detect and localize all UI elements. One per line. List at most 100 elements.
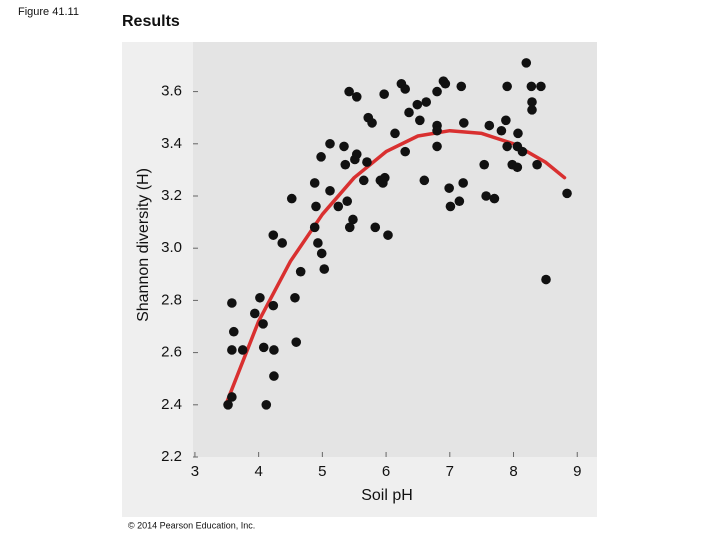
y-axis-label: Shannon diversity (H) xyxy=(135,168,152,322)
point xyxy=(445,201,456,212)
point xyxy=(383,230,393,240)
point xyxy=(512,162,523,173)
point xyxy=(454,196,465,207)
point xyxy=(440,78,451,89)
point xyxy=(541,274,551,285)
point xyxy=(501,115,511,126)
point xyxy=(351,92,362,102)
point xyxy=(325,138,335,149)
point xyxy=(261,399,272,410)
figure-label: Figure 41.11 xyxy=(18,6,79,18)
point xyxy=(309,222,320,233)
point xyxy=(258,319,268,329)
point xyxy=(521,58,532,68)
point xyxy=(444,183,454,193)
y-tick-label: 3.0 xyxy=(161,239,182,256)
point xyxy=(227,345,237,355)
chart-title: Results xyxy=(122,13,180,30)
point xyxy=(421,97,432,107)
point xyxy=(291,337,302,347)
copyright: © 2014 Pearson Education, Inc. xyxy=(128,520,255,530)
point xyxy=(458,178,468,188)
y-tick-label: 3.2 xyxy=(161,187,182,204)
point xyxy=(432,141,442,152)
point xyxy=(459,118,469,128)
point xyxy=(250,308,260,319)
point xyxy=(390,128,400,139)
point xyxy=(415,115,425,126)
point xyxy=(432,86,442,97)
x-tick-label: 7 xyxy=(446,463,454,480)
plot-area xyxy=(193,42,597,457)
point xyxy=(380,172,390,183)
point xyxy=(527,97,537,107)
point xyxy=(400,146,410,157)
point xyxy=(237,345,248,355)
point xyxy=(339,141,349,152)
x-tick-label: 9 xyxy=(573,463,581,480)
point xyxy=(412,99,423,110)
point xyxy=(351,149,362,160)
point xyxy=(309,178,320,188)
y-tick-label: 3.4 xyxy=(161,135,182,152)
point xyxy=(348,214,358,225)
point xyxy=(536,81,546,92)
x-axis-label: Soil pH xyxy=(361,487,413,504)
point xyxy=(489,193,500,204)
point xyxy=(325,185,335,196)
point xyxy=(227,298,237,308)
y-tick-label: 2.8 xyxy=(161,291,182,308)
point xyxy=(313,238,323,248)
point xyxy=(342,196,353,207)
point xyxy=(295,266,306,277)
point xyxy=(456,81,467,92)
point xyxy=(228,326,239,337)
point xyxy=(481,191,491,201)
point xyxy=(484,120,495,131)
point xyxy=(358,175,369,186)
point xyxy=(502,141,512,152)
point xyxy=(333,201,344,212)
point xyxy=(404,107,414,118)
y-tick-label: 2.4 xyxy=(161,396,182,413)
point xyxy=(400,84,410,94)
y-tick-label: 2.2 xyxy=(161,448,182,465)
x-tick-label: 6 xyxy=(382,463,390,480)
point xyxy=(562,188,572,199)
point xyxy=(269,371,279,381)
point xyxy=(277,238,288,248)
point xyxy=(517,146,528,157)
point xyxy=(496,125,507,136)
point xyxy=(223,399,233,410)
point xyxy=(316,248,327,259)
point xyxy=(379,89,389,100)
point xyxy=(344,86,354,97)
point xyxy=(258,342,269,353)
point xyxy=(479,159,490,170)
point xyxy=(286,193,297,204)
point xyxy=(316,152,326,162)
point xyxy=(344,222,355,233)
y-tick-label: 2.6 xyxy=(161,344,182,361)
point xyxy=(269,345,279,355)
point xyxy=(513,128,523,139)
point xyxy=(319,264,330,274)
point xyxy=(290,292,300,303)
point xyxy=(367,118,377,128)
point xyxy=(419,175,430,186)
point xyxy=(432,125,442,136)
x-tick-label: 5 xyxy=(318,463,326,480)
point xyxy=(526,81,537,92)
point xyxy=(340,159,351,170)
point xyxy=(268,230,279,240)
point xyxy=(255,292,265,303)
point xyxy=(227,392,237,402)
point xyxy=(527,105,537,115)
point xyxy=(502,81,512,92)
point xyxy=(370,222,381,233)
x-tick-label: 8 xyxy=(509,463,517,480)
point xyxy=(268,300,279,311)
point xyxy=(311,201,321,212)
y-tick-label: 3.6 xyxy=(161,83,182,100)
